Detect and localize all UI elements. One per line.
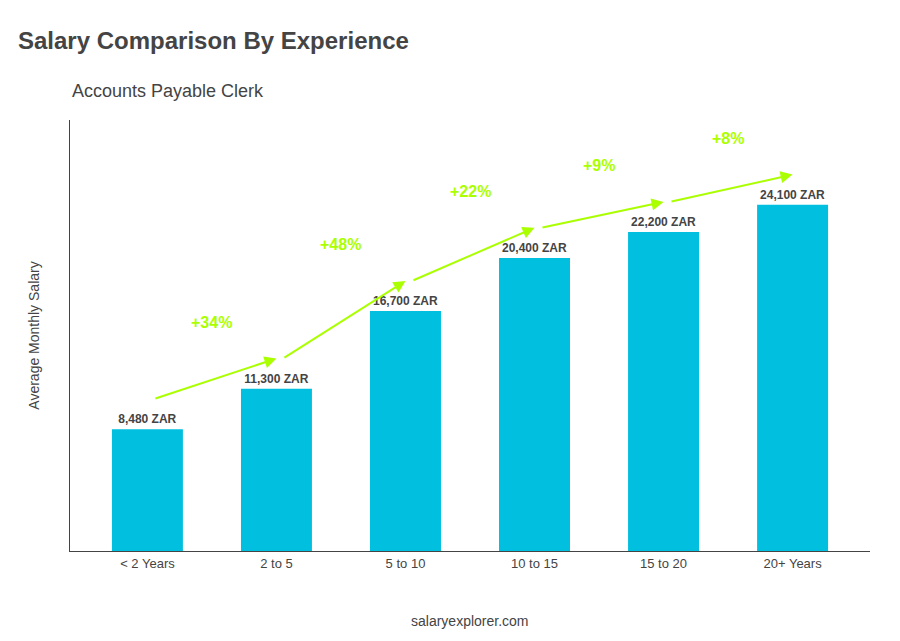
svg-text:5 to 10: 5 to 10 xyxy=(386,556,426,571)
svg-text:salaryexplorer.com: salaryexplorer.com xyxy=(411,613,529,629)
svg-text:22,200 ZAR: 22,200 ZAR xyxy=(631,215,696,229)
svg-text:+8%: +8% xyxy=(712,130,744,147)
svg-text:2 to 5: 2 to 5 xyxy=(260,556,293,571)
svg-text:10 to 15: 10 to 15 xyxy=(511,556,558,571)
svg-text:20+ Years: 20+ Years xyxy=(763,556,822,571)
svg-text:Accounts Payable Clerk: Accounts Payable Clerk xyxy=(72,81,264,101)
svg-text:8,480 ZAR: 8,480 ZAR xyxy=(118,412,176,426)
svg-text:< 2 Years: < 2 Years xyxy=(120,556,175,571)
svg-text:Average Monthly Salary: Average Monthly Salary xyxy=(26,261,42,409)
svg-text:11,300 ZAR: 11,300 ZAR xyxy=(244,372,308,386)
svg-text:16,700 ZAR: 16,700 ZAR xyxy=(373,294,438,308)
svg-text:Salary Comparison By Experienc: Salary Comparison By Experience xyxy=(18,27,409,54)
svg-text:15 to 20: 15 to 20 xyxy=(640,556,687,571)
svg-text:+22%: +22% xyxy=(450,183,491,200)
svg-text:+34%: +34% xyxy=(191,314,232,331)
svg-text:24,100 ZAR: 24,100 ZAR xyxy=(760,188,825,202)
svg-text:+9%: +9% xyxy=(583,157,615,174)
svg-text:+48%: +48% xyxy=(320,236,361,253)
svg-text:20,400 ZAR: 20,400 ZAR xyxy=(502,241,567,255)
